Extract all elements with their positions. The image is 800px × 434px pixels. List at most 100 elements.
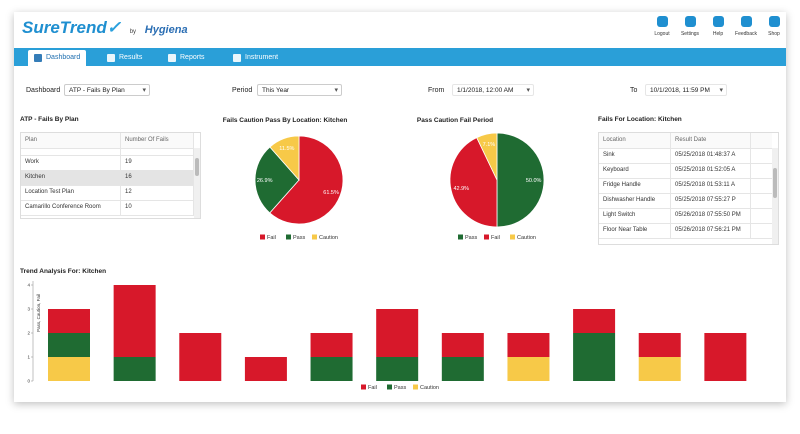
- icon-label: Help: [712, 31, 724, 37]
- table-row[interactable]: Camarillo Conference Room 10: [21, 200, 194, 216]
- header-icon[interactable]: Help: [705, 16, 731, 37]
- y-axis-label: Pass, Caution, Fail: [36, 294, 41, 332]
- table-cell: Work: [21, 155, 121, 170]
- from-select[interactable]: 1/1/2018, 12:00 AM: [452, 84, 534, 97]
- chart-title: Fails Caution Pass By Location: Kitchen: [223, 117, 348, 124]
- panel-title: Fails For Location: Kitchen: [598, 116, 682, 123]
- y-tick-label: 2: [27, 331, 30, 336]
- scrollbar[interactable]: [194, 148, 200, 218]
- header-icon[interactable]: Settings: [677, 16, 703, 37]
- bar-segment: [48, 357, 90, 381]
- y-tick-label: 1: [27, 355, 30, 360]
- y-tick-label: 4: [27, 283, 30, 288]
- table-cell: 16: [121, 170, 194, 185]
- table-header: Location Result Date: [599, 133, 772, 149]
- table-cell: 19: [121, 155, 194, 170]
- tab-icon: [107, 54, 115, 62]
- nav-tab[interactable]: Instrument: [227, 50, 284, 66]
- tab-label: Reports: [180, 54, 205, 61]
- legend-label: Pass: [293, 235, 305, 241]
- header-icon[interactable]: Shop: [761, 16, 787, 37]
- table-cell: Light Switch: [599, 208, 671, 223]
- table-cell: Fridge Handle: [599, 178, 671, 193]
- nav-tab[interactable]: Results: [101, 50, 148, 66]
- table-cell: 12: [121, 185, 194, 200]
- bar-segment: [507, 357, 550, 381]
- legend-label: Fail: [267, 235, 276, 241]
- filter-label: From: [428, 87, 445, 94]
- logo-text: SureTrend: [22, 18, 107, 37]
- slice-label: 11.5%: [279, 146, 294, 152]
- chart-title: Pass Caution Fail Period: [417, 117, 493, 124]
- tab-icon: [34, 54, 42, 62]
- scrollbar-thumb: [195, 158, 199, 176]
- table-row[interactable]: Sink 05/25/2018 01:48:37 A: [599, 148, 772, 164]
- table-row[interactable]: Kitchen 16: [21, 170, 194, 186]
- legend-swatch: [312, 234, 317, 240]
- table-row[interactable]: Floor Near Table 05/26/2018 07:56:21 PM: [599, 223, 772, 239]
- bar-segment: [310, 357, 353, 381]
- table-cell: 05/25/2018 01:48:37 A: [671, 148, 751, 163]
- bar-segment: [638, 333, 681, 357]
- tab-label: Dashboard: [46, 54, 81, 61]
- logo[interactable]: SureTrend✓ by Hygiena: [22, 18, 188, 37]
- legend-label: Fail: [368, 385, 377, 391]
- tab-icon: [233, 54, 241, 62]
- bar-segment: [179, 333, 222, 381]
- legend-swatch: [413, 384, 418, 390]
- legend-swatch: [387, 384, 392, 390]
- table-cell: Kitchen: [21, 170, 121, 185]
- slice-label: 61.5%: [323, 190, 339, 196]
- icon-label: Feedback: [735, 31, 757, 37]
- table-body: Personnel Name20Work19Kitchen16Location …: [21, 133, 200, 218]
- table-row[interactable]: Fridge Handle 05/25/2018 01:53:11 A: [599, 178, 772, 194]
- table-row[interactable]: Light Switch 05/26/2018 07:55:50 PM: [599, 208, 772, 224]
- table-cell: Sink: [599, 148, 671, 163]
- filter-label: To: [630, 87, 638, 94]
- table-cell: 10: [121, 200, 194, 215]
- icon-glyph: [768, 16, 780, 27]
- nav-bar: [14, 48, 786, 66]
- bar-segment: [113, 285, 156, 357]
- table-cell: 05/26/2018 07:56:21 PM: [671, 223, 751, 238]
- table-row[interactable]: Keyboard 05/25/2018 01:52:05 A: [599, 163, 772, 179]
- icon-glyph: [656, 16, 668, 27]
- table-cell: Floor Near Table: [599, 223, 671, 238]
- pie-slice: [254, 146, 300, 214]
- y-tick-label: 0: [27, 379, 30, 384]
- panel-title: ATP - Fails By Plan: [20, 116, 79, 123]
- table-body: Sink 05/25/2018 01:48:37 A Keyboard 05/25/2…: [599, 133, 778, 244]
- y-tick-label: 3: [27, 307, 30, 312]
- table-row[interactable]: Dishwasher Handle 05/25/2018 07:55:27 P: [599, 193, 772, 209]
- legend-label: Caution: [319, 235, 338, 241]
- slice-label: 7.1%: [483, 142, 496, 148]
- bar-segment: [573, 309, 616, 333]
- pie-slice: [476, 132, 498, 181]
- legend-label: Fail: [491, 235, 500, 241]
- legend-label: Pass: [394, 385, 406, 391]
- bar-segment: [244, 357, 287, 381]
- table-row[interactable]: Location Test Plan 12: [21, 185, 194, 201]
- dashboard-select[interactable]: ATP - Fails By Plan: [64, 84, 150, 97]
- legend-label: Pass: [465, 235, 477, 241]
- filter-label: Period: [232, 87, 253, 94]
- location-table: Sink 05/25/2018 01:48:37 A Keyboard 05/25/2…: [598, 132, 779, 245]
- pie-slice: [496, 132, 545, 228]
- to-select[interactable]: 10/1/2018, 11:59 PM: [645, 84, 727, 97]
- nav-tab[interactable]: Dashboard: [28, 50, 87, 66]
- period-select[interactable]: This Year: [257, 84, 342, 97]
- table-cell: 05/25/2018 01:53:11 A: [671, 178, 751, 193]
- nav-tab[interactable]: Reports: [162, 50, 211, 66]
- scrollbar[interactable]: [772, 148, 778, 244]
- header-icon[interactable]: Feedback: [733, 16, 759, 37]
- tab-label: Instrument: [245, 54, 279, 61]
- header-icon[interactable]: Logout: [649, 16, 675, 37]
- plan-table: Personnel Name20Work19Kitchen16Location …: [20, 132, 201, 219]
- icon-glyph: [740, 16, 752, 27]
- tab-icon: [168, 54, 176, 62]
- pie-slice: [269, 135, 300, 182]
- legend-swatch: [286, 234, 291, 240]
- bar-segment: [441, 357, 484, 381]
- pie-slice: [449, 137, 498, 228]
